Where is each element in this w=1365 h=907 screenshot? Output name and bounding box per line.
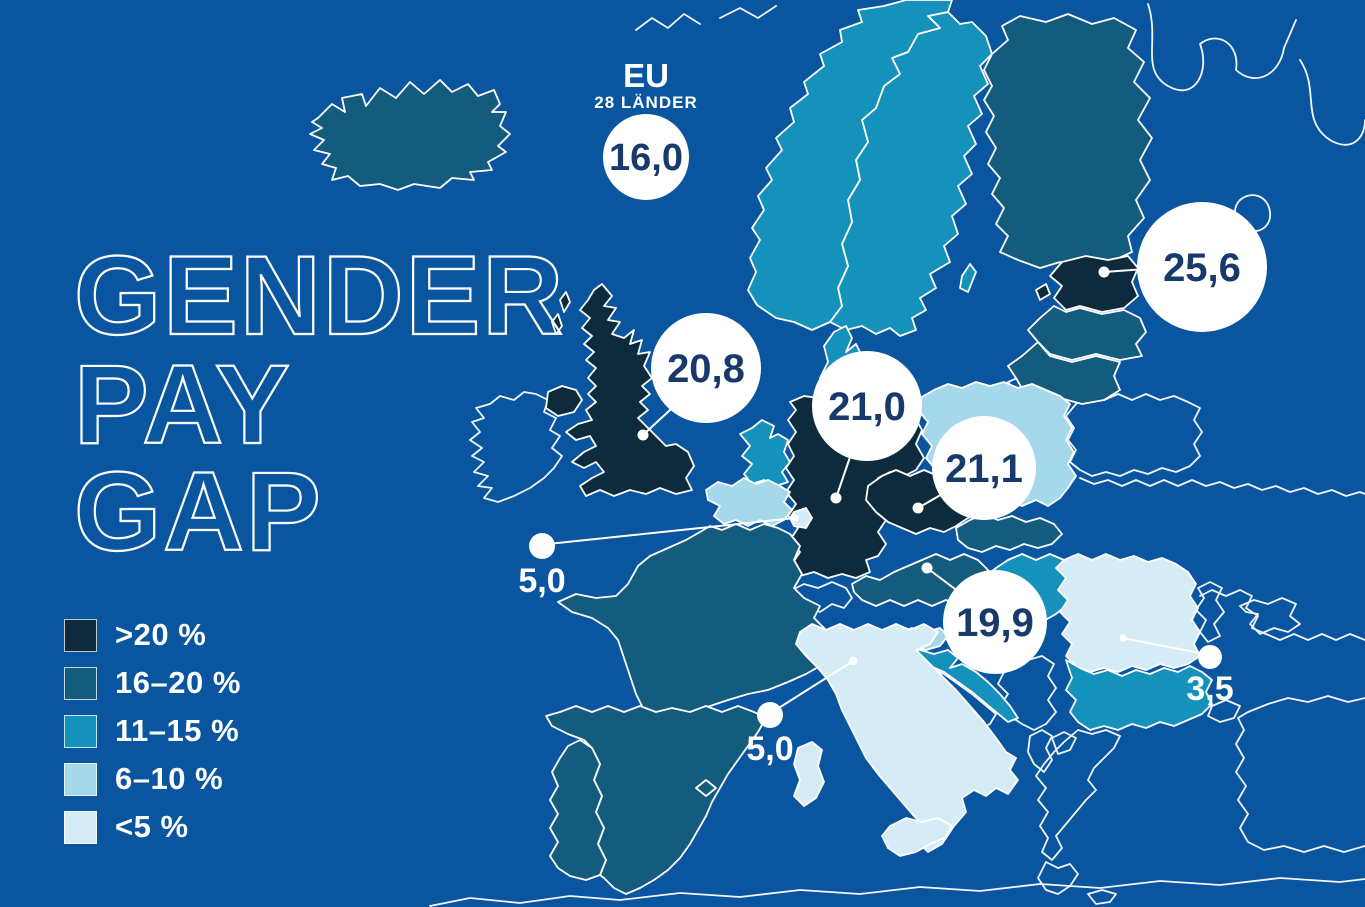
bubble-austria (943, 570, 1047, 674)
country-latvia (1027, 305, 1147, 361)
island-hebrides (551, 291, 571, 335)
dot-austria (921, 562, 933, 574)
island-crete (1087, 889, 1117, 905)
legend-row-lt5: <5 % (64, 809, 241, 844)
country-norway (747, 0, 953, 331)
value-eu: 16,0 (609, 137, 683, 179)
coast-white-sea (1147, 3, 1297, 92)
country-iceland (309, 79, 511, 191)
value-luxembourg: 5,0 (518, 562, 565, 600)
country-ukraine (1079, 477, 1365, 641)
country-estonia (1049, 255, 1139, 313)
dot-luxembourg (791, 514, 799, 522)
country-united-kingdom (565, 283, 695, 497)
eu-subheading: 28 LÄNDER (594, 93, 697, 112)
coast-africa (429, 877, 1365, 907)
bubble-estonia (1137, 202, 1267, 332)
bubble-values: 25,6 20,8 21,0 21,1 19,9 16,0 5,0 5,0 3,… (518, 137, 1241, 768)
legend-label-gt20: >20 % (115, 617, 207, 652)
legend-label-6-10: 6–10 % (115, 761, 224, 796)
title-line-3: GAP (74, 449, 323, 574)
eu-heading: EU (623, 57, 669, 94)
legend-row-16-20: 16–20 % (64, 665, 241, 700)
legend-swatch-6-10 (64, 762, 97, 796)
value-austria: 19,9 (956, 601, 1034, 645)
dot-united-kingdom (637, 429, 649, 441)
legend-swatch-lt5 (64, 810, 97, 844)
value-bubbles (603, 114, 1267, 674)
value-italy: 5,0 (746, 730, 793, 768)
eu-circle (603, 114, 689, 200)
legend-label-11-15: 11–15 % (115, 713, 240, 748)
country-slovakia (955, 513, 1063, 553)
legend-label-lt5: <5 % (115, 809, 189, 844)
country-macedonia (1051, 731, 1077, 755)
island-sardinia (793, 741, 825, 807)
country-finland (983, 13, 1153, 269)
value-estonia: 25,6 (1163, 246, 1241, 290)
value-romania: 3,5 (1186, 670, 1233, 708)
country-italy (795, 623, 1019, 853)
dot-estonia (1098, 266, 1110, 278)
dot-italy (848, 656, 858, 666)
legend-swatch-11-15 (64, 714, 97, 748)
legend-row-11-15: 11–15 % (64, 713, 241, 748)
dot-romania (1119, 634, 1127, 642)
eu-callout-header: EU 28 LÄNDER (594, 57, 697, 112)
country-albania (1027, 729, 1053, 773)
dot-germany (830, 492, 842, 504)
island-gotland (959, 263, 977, 293)
bubble-united-kingdom (651, 313, 761, 423)
legend-row-gt20: >20 % (64, 617, 241, 652)
dot-czech-republic (912, 502, 924, 514)
country-ireland (469, 391, 563, 503)
country-belgium (705, 477, 793, 527)
island-sicily (881, 817, 953, 857)
country-serbia (997, 653, 1057, 731)
region-crimea (1239, 597, 1301, 635)
region-northern-ireland (545, 385, 583, 417)
country-france (557, 523, 841, 715)
country-bulgaria (1065, 659, 1213, 731)
country-portugal (549, 739, 607, 881)
leader-italy (773, 660, 854, 712)
country-netherlands (739, 419, 791, 487)
legend-row-6-10: 6–10 % (64, 761, 241, 796)
page-title: GENDER PAY GAP (73, 232, 565, 575)
legend-swatch-16-20 (64, 666, 97, 700)
value-germany: 21,0 (828, 385, 906, 429)
country-turkey (1235, 695, 1365, 853)
value-united-kingdom: 20,8 (667, 347, 745, 391)
coast-svalbard (635, 5, 777, 31)
bubble-czech-republic (932, 416, 1036, 520)
value-czech-republic: 21,1 (945, 447, 1023, 491)
island-mallorca (695, 779, 717, 797)
coast-russia-north (1299, 59, 1365, 146)
leader-romania (1122, 637, 1206, 655)
bubble-germany (812, 351, 922, 461)
region-turkey-thrace (1207, 699, 1241, 723)
leader-luxembourg (547, 517, 796, 545)
legend-swatch-gt20 (64, 618, 97, 652)
country-romania (1055, 553, 1201, 673)
island-saaremaa (1035, 283, 1051, 301)
legend-label-16-20: 16–20 % (115, 665, 241, 700)
country-greece (1035, 729, 1121, 861)
big-dot-romania (1198, 645, 1222, 669)
title-line-2: PAY (74, 342, 292, 467)
legend: >20 % 16–20 % 11–15 % 6–10 % <5 % (64, 617, 241, 844)
big-dot-luxembourg (529, 533, 555, 559)
big-dot-italy (757, 702, 783, 728)
marker-dots (529, 266, 1222, 728)
title-line-1: GENDER (74, 233, 565, 358)
